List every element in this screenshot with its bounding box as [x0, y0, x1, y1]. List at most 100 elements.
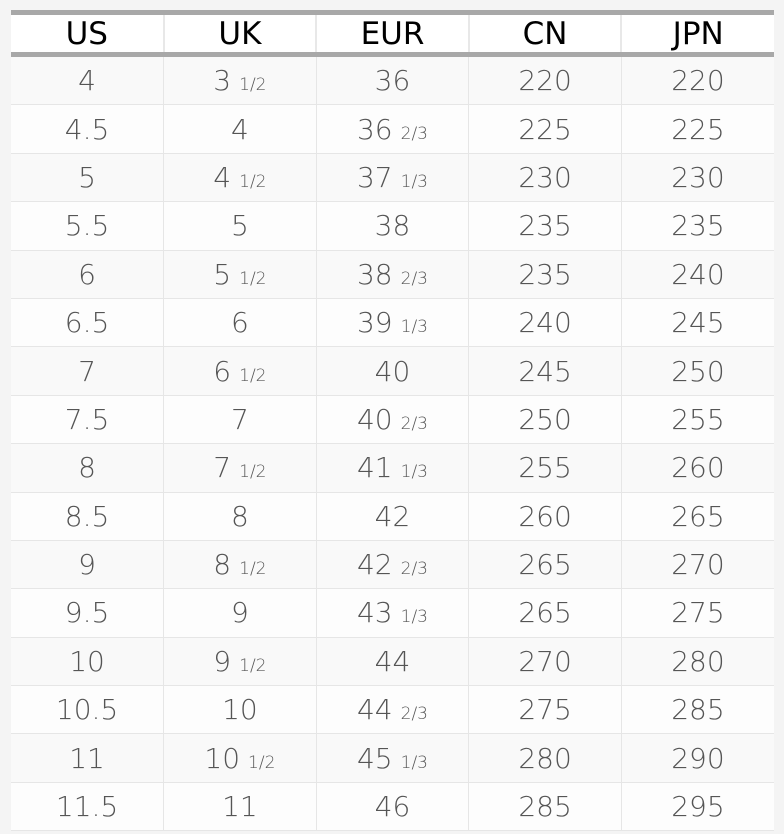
size-value: 275	[671, 596, 725, 630]
table-row: 5.5 5 38 235 235	[11, 201, 774, 251]
column-header-cn: CN	[467, 10, 622, 57]
table-row: 4.5 4 36 2/3 225 225	[11, 104, 774, 154]
cell-cn: 225	[468, 104, 622, 154]
size-fraction: 1/2	[239, 75, 267, 96]
cell-us: 11.5	[11, 782, 164, 832]
size-value: 230	[671, 160, 725, 194]
cell-us: 4	[11, 54, 164, 106]
size-value: 235	[671, 209, 725, 243]
size-value: 7	[213, 451, 232, 485]
cell-cn: 220	[468, 54, 622, 106]
cell-jpn: 240	[620, 250, 774, 299]
cell-eur: 45 1/3	[315, 733, 469, 783]
size-value: 260	[671, 451, 725, 485]
size-fraction: 1/3	[400, 752, 428, 773]
cell-us: 6	[11, 250, 164, 299]
table-row: 8 7 1/2 41 1/3 255 260	[11, 443, 774, 493]
size-value: 280	[671, 644, 725, 678]
cell-cn: 260	[468, 492, 622, 541]
cell-us: 5	[11, 153, 164, 203]
cell-cn: 285	[468, 782, 622, 832]
size-value: 5	[230, 209, 249, 243]
cell-jpn: 290	[620, 733, 774, 783]
cell-eur: 40 2/3	[315, 395, 469, 445]
size-fraction: 2/3	[400, 704, 428, 725]
cell-cn: 255	[468, 443, 622, 493]
cell-jpn: 230	[620, 153, 774, 203]
cell-eur: 42 2/3	[315, 540, 469, 590]
size-value: 9	[78, 548, 96, 582]
cell-cn: 235	[468, 250, 622, 299]
size-value: 260	[518, 499, 572, 533]
cell-jpn: 220	[620, 54, 774, 106]
cell-us: 5.5	[11, 201, 164, 251]
size-value: 285	[518, 790, 572, 824]
size-fraction: 1/2	[239, 462, 267, 483]
size-value: 6	[213, 354, 232, 388]
cell-uk: 8	[163, 492, 317, 541]
size-value: 40	[374, 354, 411, 388]
size-value: 245	[671, 306, 725, 340]
size-value: 255	[671, 402, 725, 436]
cell-uk: 9 1/2	[163, 637, 317, 687]
cell-jpn: 245	[620, 298, 774, 348]
table-row: 7 6 1/2 40 245 250	[11, 346, 774, 396]
cell-cn: 265	[468, 588, 622, 638]
size-value: 7.5	[64, 402, 110, 436]
size-fraction: 2/3	[400, 123, 428, 144]
table-row: 8.5 8 42 260 265	[11, 492, 774, 541]
size-value: 3	[213, 64, 232, 98]
size-value: 37	[356, 160, 393, 194]
size-value: 5	[213, 257, 232, 291]
size-value: 45	[356, 741, 393, 775]
size-value: 240	[518, 306, 572, 340]
cell-eur: 44 2/3	[315, 685, 469, 735]
cell-jpn: 265	[620, 492, 774, 541]
size-value: 225	[671, 112, 725, 146]
size-value: 245	[518, 354, 572, 388]
cell-jpn: 260	[620, 443, 774, 493]
cell-cn: 245	[468, 346, 622, 396]
cell-uk: 6 1/2	[163, 346, 317, 396]
size-fraction: 1/3	[400, 171, 428, 192]
size-value: 4	[213, 160, 232, 194]
table-row: 11 10 1/2 45 1/3 280 290	[11, 733, 774, 783]
size-fraction: 1/2	[239, 171, 267, 192]
cell-us: 10.5	[11, 685, 164, 735]
cell-jpn: 270	[620, 540, 774, 590]
cell-eur: 43 1/3	[315, 588, 469, 638]
cell-uk: 5	[163, 201, 317, 251]
size-value: 9.5	[64, 596, 110, 630]
size-conversion-table: US UK EUR CN JPN 4 3 1/2 36 220 220 4.5 4 36 2/3 225 22…	[11, 10, 774, 832]
cell-jpn: 255	[620, 395, 774, 445]
cell-eur: 44	[315, 637, 469, 687]
cell-jpn: 235	[620, 201, 774, 251]
size-value: 41	[356, 451, 393, 485]
cell-uk: 4 1/2	[163, 153, 317, 203]
cell-jpn: 295	[620, 782, 774, 832]
size-value: 7	[230, 402, 249, 436]
size-value: 250	[518, 402, 572, 436]
cell-us: 4.5	[11, 104, 164, 154]
size-fraction: 1/3	[400, 462, 428, 483]
size-fraction: 1/2	[239, 559, 267, 580]
cell-cn: 240	[468, 298, 622, 348]
size-value: 10	[69, 644, 105, 678]
size-value: 235	[518, 257, 572, 291]
size-value: 275	[518, 693, 572, 727]
column-header-eur: EUR	[315, 10, 469, 57]
size-value: 8	[230, 499, 249, 533]
table-row: 9.5 9 43 1/3 265 275	[11, 588, 774, 638]
size-value: 4	[230, 112, 249, 146]
size-value: 38	[374, 209, 411, 243]
cell-eur: 46	[315, 782, 469, 832]
size-fraction: 2/3	[400, 559, 428, 580]
table-row: 5 4 1/2 37 1/3 230 230	[11, 153, 774, 203]
column-header-uk: UK	[162, 10, 317, 57]
size-value: 9	[213, 644, 232, 678]
size-value: 44	[374, 644, 411, 678]
column-header-jpn: JPN	[620, 10, 774, 57]
size-value: 235	[518, 209, 572, 243]
cell-cn: 280	[468, 733, 622, 783]
size-value: 8	[213, 548, 232, 582]
